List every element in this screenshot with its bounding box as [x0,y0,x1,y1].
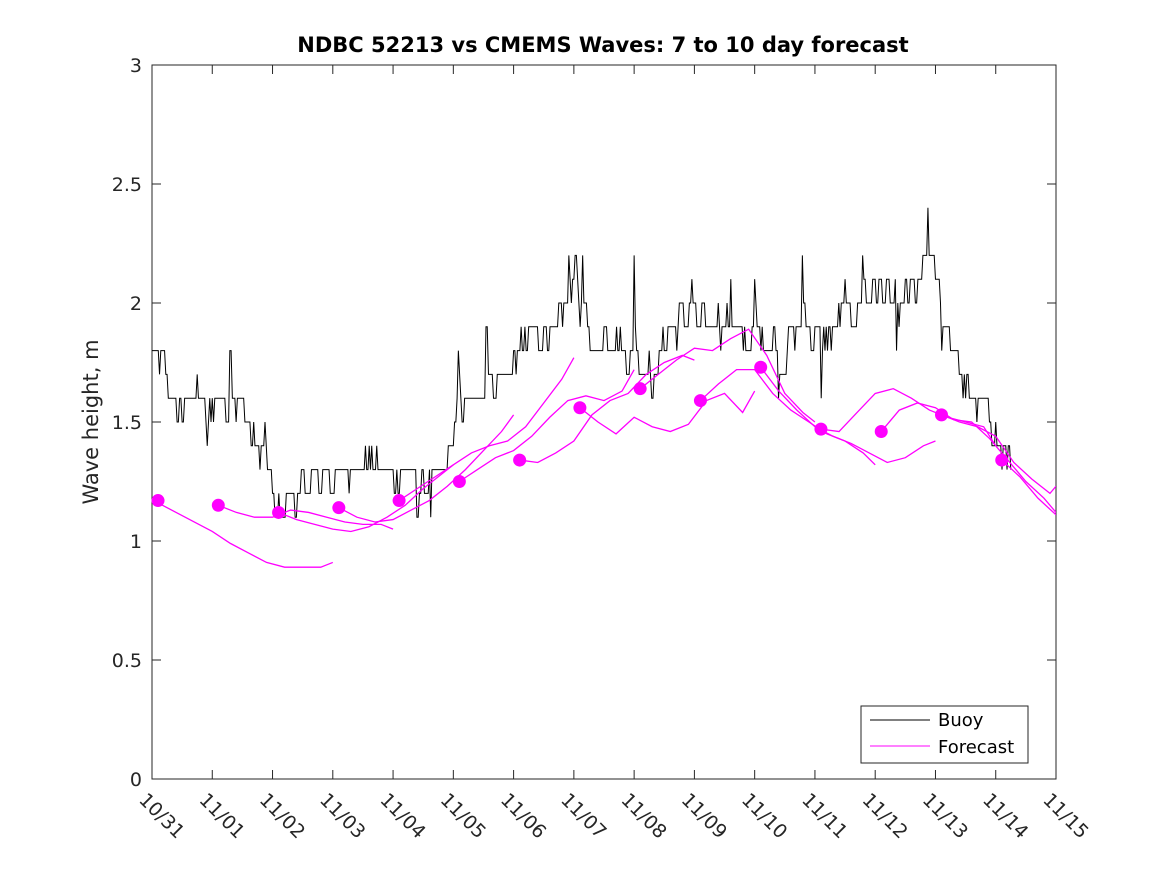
legend: Buoy Forecast [860,705,1029,764]
y-tick-label: 0 [130,769,142,791]
forecast-line-8 [579,390,756,435]
forecast-point-2 [211,498,225,512]
y-tick-label: 3 [130,55,142,77]
forecast-point-6 [452,475,466,488]
forecast-line-13 [880,402,1056,513]
y-tick-label: 1 [130,531,142,553]
forecast-line-6 [459,369,635,483]
legend-forecast-label: Forecast [938,737,1014,758]
legend-box [860,705,1029,764]
buoy-series-line [152,207,1012,518]
y-axis-label: Wave height, m [79,339,103,504]
forecast-point-13 [874,425,888,439]
forecast-point-10 [693,394,707,408]
forecast-point-7 [513,453,527,467]
y-tick-label: 2 [130,293,142,315]
forecast-line-1 [157,502,334,568]
forecast-line-3 [278,464,454,533]
forecast-line-15 [1001,459,1056,516]
forecast-point-12 [814,422,828,436]
forecast-point-11 [754,360,768,374]
forecast-line-11 [760,366,936,464]
y-tick-label: 1.5 [112,412,142,434]
forecast-line-10 [699,368,876,466]
y-tick-label: 2.5 [112,174,142,196]
y-tick-label: 0.5 [112,650,142,672]
forecast-point-1 [151,494,165,508]
chart-title: NDBC 52213 vs CMEMS Waves: 7 to 10 day f… [297,33,908,57]
legend-buoy-label: Buoy [938,710,984,731]
forecast-line-4 [338,414,515,523]
forecast-line-7 [519,354,695,464]
forecast-point-8 [573,401,587,415]
forecast-point-4 [332,501,346,515]
forecast-line-9 [639,328,816,423]
forecast-point-15 [995,453,1009,467]
forecast-point-9 [633,382,647,396]
forecast-point-14 [934,408,948,422]
forecast-line-12 [820,387,997,447]
forecast-point-3 [272,505,286,519]
forecast-line-2 [218,504,394,530]
forecast-point-5 [392,494,406,508]
forecast-line-14 [941,414,1056,495]
forecast-line-5 [398,357,575,502]
